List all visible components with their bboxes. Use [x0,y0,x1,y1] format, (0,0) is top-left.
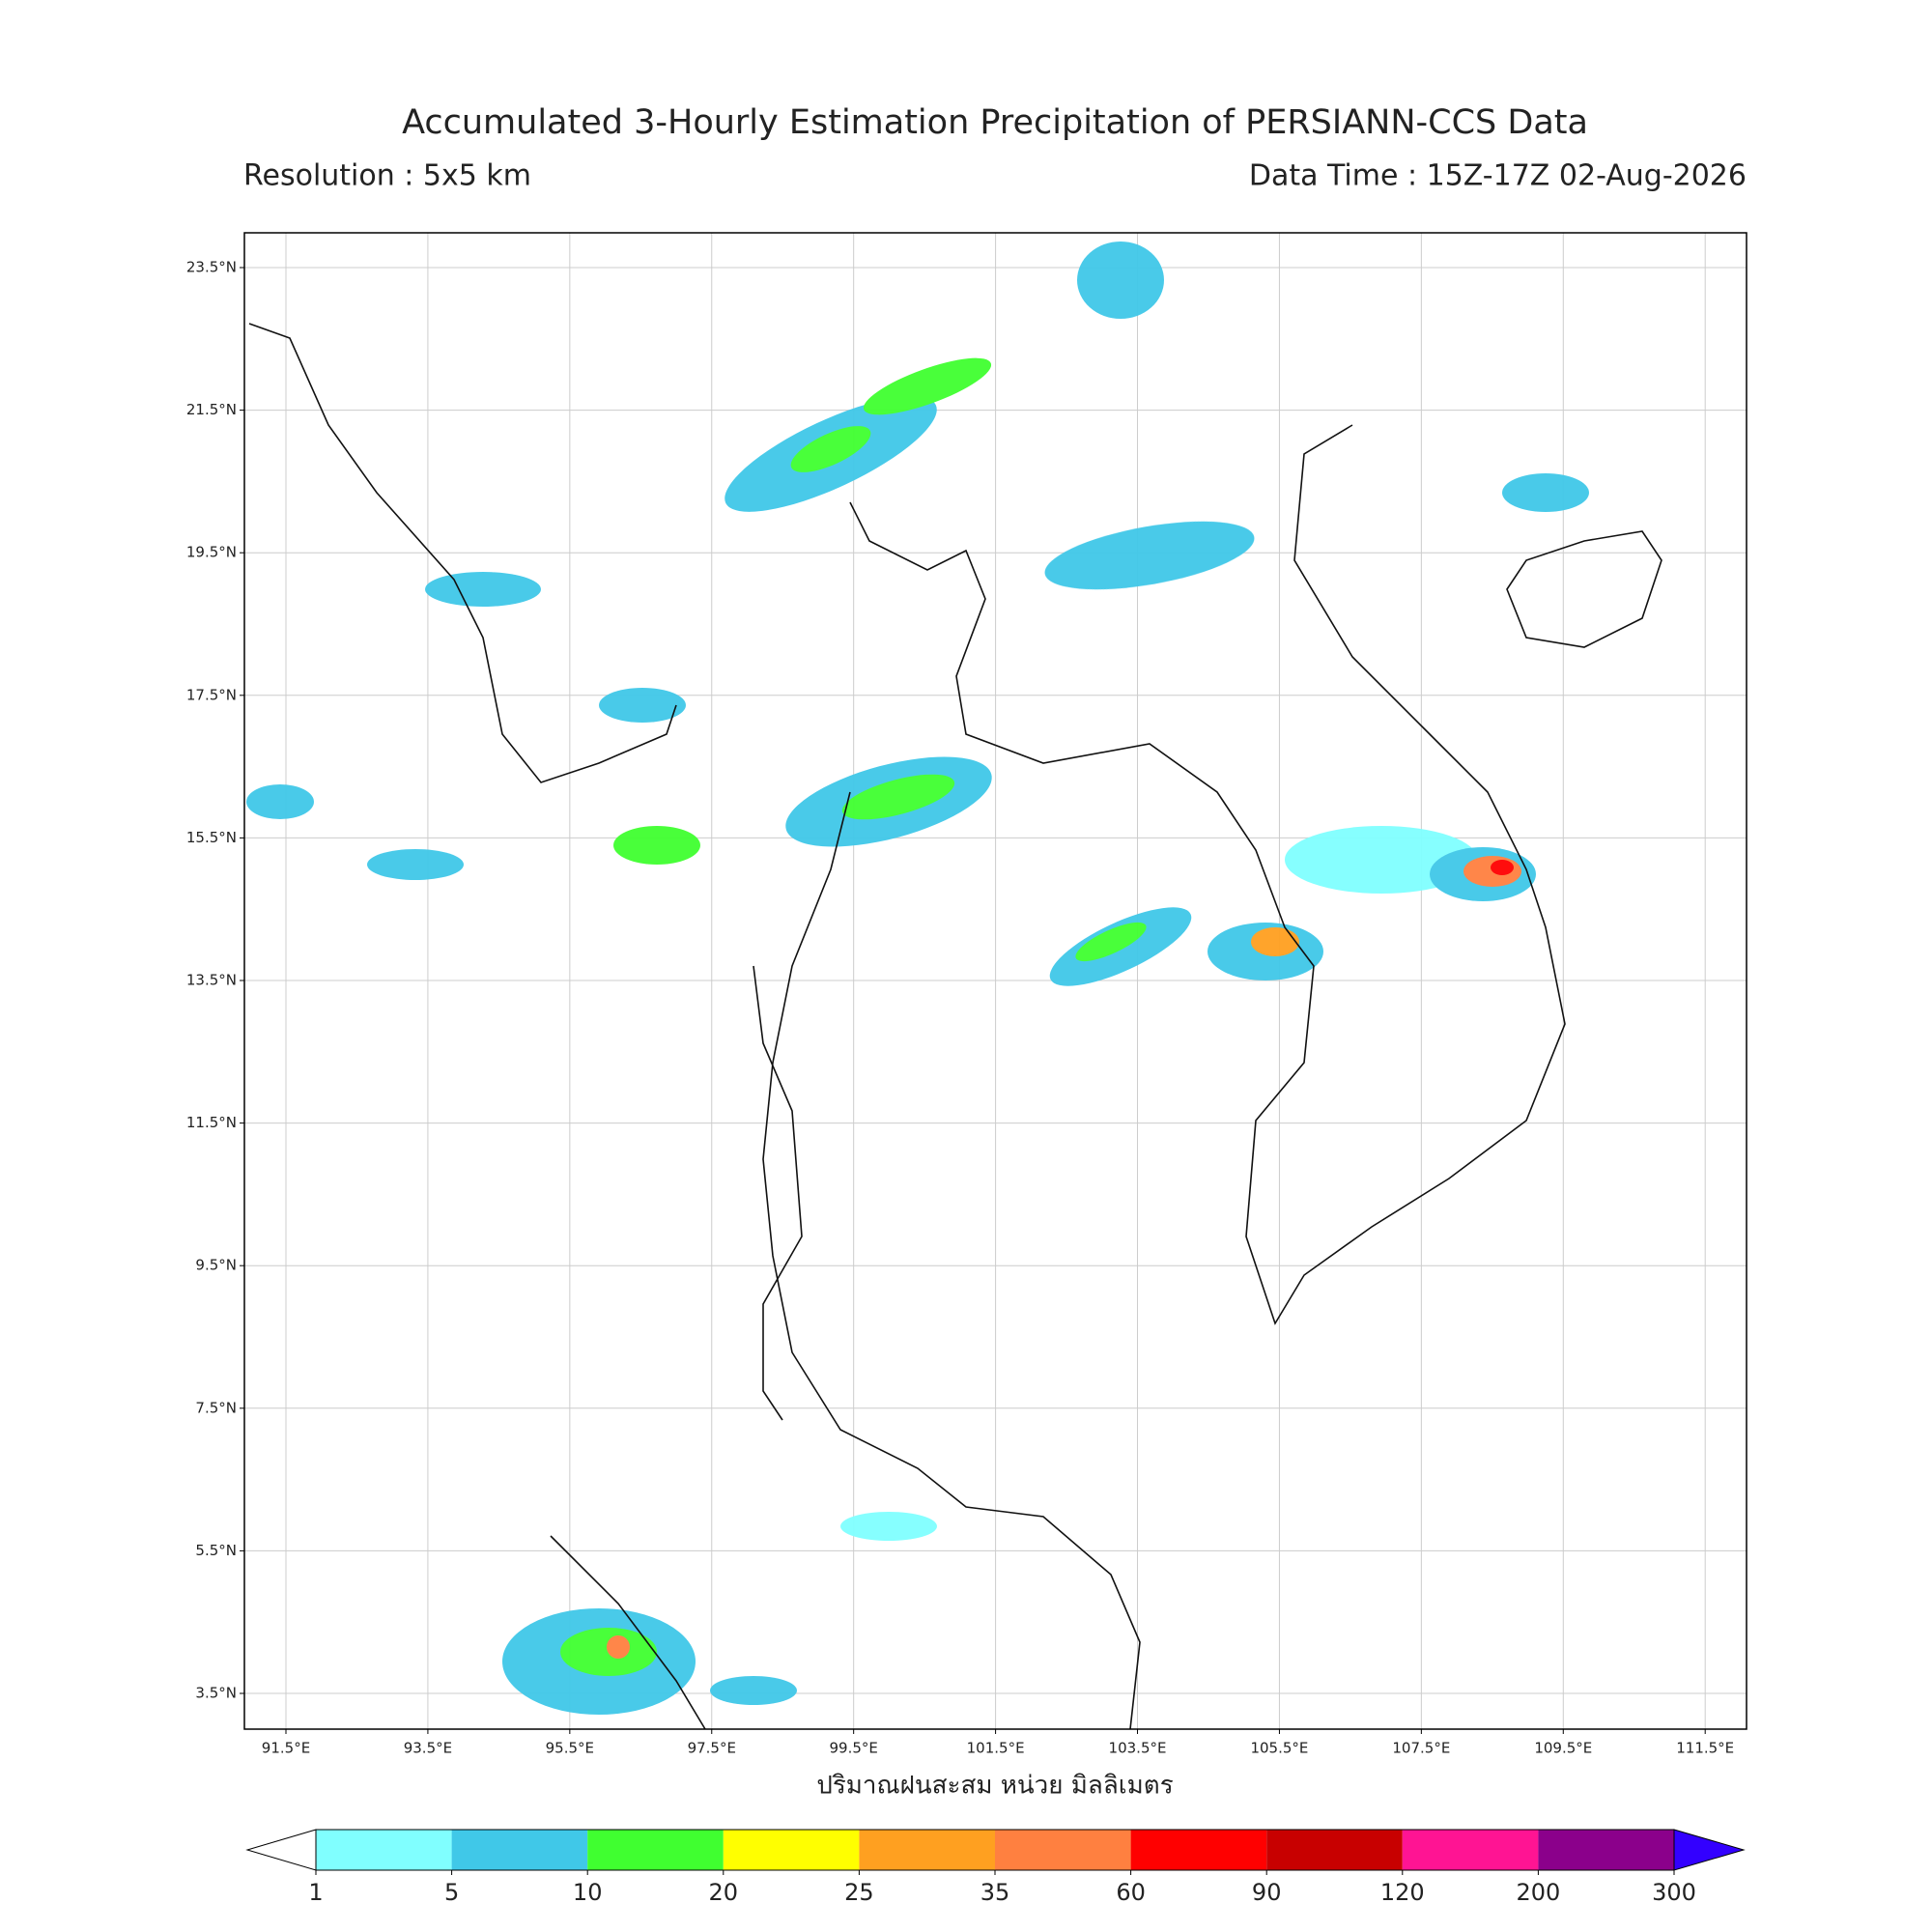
colorbar-segment [587,1830,724,1870]
lat-tick-label: 9.5°N [195,1257,237,1274]
graticule: 23.5°N 21.5°N 19.5°N 17.5°N 15.5°N 13.5°N 11.5… [186,233,1747,1757]
colorbar-under [245,1829,317,1871]
lon-tick-label: 93.5°E [404,1740,452,1757]
colorbar-label: 25 [844,1879,874,1906]
title: Accumulated 3-Hourly Estimation Precipit… [402,103,1588,142]
rain-area [1075,922,1147,962]
data-time: Data Time : 15Z-17Z 02-Aug-2026 [1249,159,1747,193]
coastline [762,791,1141,1730]
colorbar-label: 300 [1652,1879,1696,1906]
rain-area [1077,242,1164,319]
lon-tick-label: 111.5°E [1676,1740,1734,1757]
rain-area [841,774,955,820]
lon-tick-label: 101.5°E [967,1740,1025,1757]
rain-area [1251,927,1299,956]
rain-area [863,357,992,415]
colorbar-segment [995,1830,1131,1870]
lon-tick-label: 95.5°E [546,1740,594,1757]
lat-tick-label: 21.5°N [186,401,237,418]
rain-area [607,1635,630,1659]
lat-tick-label: 3.5°N [195,1685,237,1702]
rain-area [710,1676,797,1705]
colorbar-segment [316,1830,452,1870]
lon-tick-label: 107.5°E [1392,1740,1450,1757]
colorbar-segment [723,1830,860,1870]
lat-tick-label: 5.5°N [195,1542,237,1559]
rain-area [840,1512,937,1541]
colorbar-label: 5 [444,1879,459,1906]
colorbar-segment [1130,1830,1267,1870]
colorbar-label: 60 [1116,1879,1146,1906]
rain-area [1491,860,1514,875]
lon-tick-label: 103.5°E [1109,1740,1167,1757]
rain-area [246,784,314,819]
colorbar-segment [859,1830,995,1870]
rain-area [367,849,464,880]
colorbar-segment [1402,1830,1539,1870]
colorbar-over [1673,1829,1746,1871]
colorbar-label: 200 [1516,1879,1560,1906]
rain-area [1285,826,1478,894]
colorbar-label: 1 [308,1879,323,1906]
rain-area [425,572,541,607]
rain-area [613,826,700,865]
lat-tick-label: 23.5°N [186,259,237,276]
lon-tick-label: 105.5°E [1250,1740,1308,1757]
rain-area [599,688,686,723]
resolution: Resolution : 5x5 km [243,159,531,193]
lat-tick-label: 13.5°N [186,972,237,989]
colorbar-label: 35 [980,1879,1010,1906]
colorbar-label: 90 [1252,1879,1282,1906]
lat-tick-label: 19.5°N [186,544,237,561]
x-axis-label: ปริมาณฝนสะสม หน่วย มิลลิเมตร [816,1772,1173,1801]
lon-tick-label: 97.5°E [688,1740,736,1757]
coastlines [248,323,1662,1730]
rain-area [1502,473,1589,512]
lat-tick-label: 17.5°N [186,686,237,703]
lon-tick-label: 91.5°E [262,1740,310,1757]
colorbar-segment [1266,1830,1403,1870]
colorbar-label: 10 [573,1879,603,1906]
rain-area [1044,521,1255,590]
precipitation [246,242,1589,1715]
coastline [753,965,803,1421]
colorbar-segment [1538,1830,1674,1870]
coastline [248,323,677,783]
colorbar-label: 20 [709,1879,739,1906]
colorbar: 1 5 10 20 25 35 60 90 120 200 300 [245,1829,1746,1906]
lat-tick-label: 15.5°N [186,829,237,846]
coastline [550,1535,706,1730]
lat-tick-label: 11.5°N [186,1114,237,1131]
lat-tick-label: 7.5°N [195,1399,237,1416]
lon-tick-label: 99.5°E [829,1740,877,1757]
rain-area [790,426,871,472]
lon-tick-label: 109.5°E [1534,1740,1592,1757]
colorbar-segment [451,1830,588,1870]
coastline [849,424,1566,1325]
map-frame [243,232,1747,1730]
coastline [1506,530,1662,648]
colorbar-label: 120 [1380,1879,1425,1906]
